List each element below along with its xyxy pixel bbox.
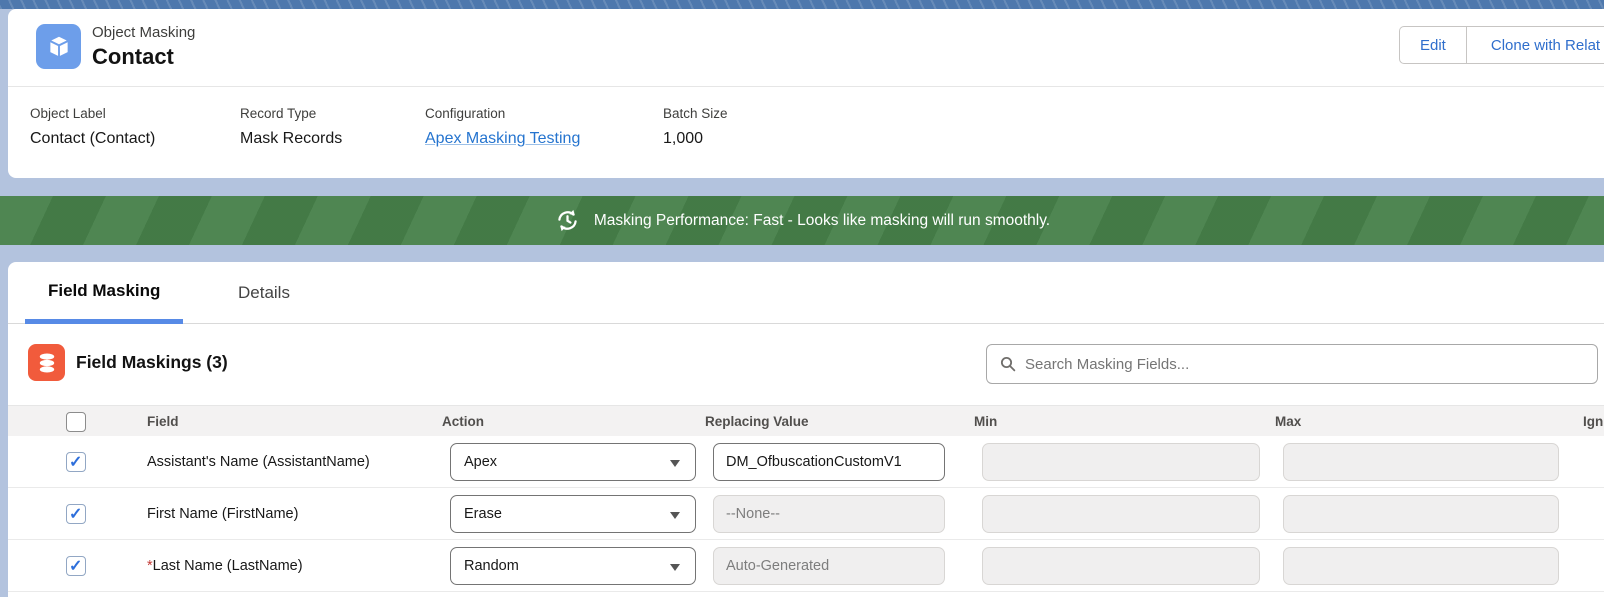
table-row: *Last Name (LastName) Random (8, 540, 1604, 592)
action-select[interactable]: Apex (450, 443, 696, 481)
masking-performance-banner: Masking Performance: Fast - Looks like m… (0, 196, 1604, 245)
detail-value: Mask Records (240, 130, 343, 147)
search-input[interactable] (1025, 345, 1597, 383)
cube-icon (49, 36, 68, 56)
select-all-checkbox[interactable] (66, 411, 86, 432)
entity-type-label: Object Masking (92, 24, 196, 41)
detail-label: Record Type (240, 106, 317, 121)
detail-label: Object Label (30, 106, 106, 121)
detail-batch-size: Batch Size 1,000 (663, 105, 728, 151)
action-select[interactable]: Erase (450, 495, 696, 533)
configuration-link[interactable]: Apex Masking Testing (425, 130, 581, 147)
sync-clock-icon (558, 209, 577, 232)
search-masking-fields-box (986, 344, 1598, 384)
record-header-card: Object Masking Contact Edit Clone with R… (8, 9, 1604, 178)
header-divider (8, 86, 1604, 87)
detail-label: Batch Size (663, 106, 728, 121)
chevron-down-icon (670, 460, 680, 467)
detail-value: Contact (Contact) (30, 130, 156, 147)
col-max: Max (1275, 414, 1302, 429)
row-checkbox[interactable] (66, 451, 86, 472)
tab-details[interactable]: Details (238, 283, 290, 302)
tab-bar: Field Masking Details (8, 262, 1604, 324)
page-title-block: Object Masking Contact (92, 23, 195, 71)
replacing-value-input (713, 495, 945, 533)
action-select-value: Apex (464, 454, 498, 470)
table-row: Assistant's Name (AssistantName) Apex (8, 436, 1604, 488)
min-input (982, 495, 1260, 533)
max-input (1283, 495, 1559, 533)
edit-button[interactable]: Edit (1399, 26, 1466, 64)
database-icon (39, 353, 54, 372)
detail-record-type: Record Type Mask Records (240, 105, 342, 151)
required-marker: * (147, 557, 153, 574)
app-chrome-strip (0, 0, 1604, 9)
col-action: Action (442, 414, 484, 429)
object-masking-cube-icon (36, 24, 81, 69)
detail-value: 1,000 (663, 130, 704, 147)
field-name-label: *Last Name (LastName) (147, 557, 303, 574)
banner-message: Masking Performance: Fast - Looks like m… (593, 211, 1051, 229)
col-min: Min (974, 414, 998, 429)
detail-configuration: Configuration Apex Masking Testing (425, 105, 580, 151)
detail-label: Configuration (425, 106, 506, 121)
page-title: Contact (92, 44, 174, 69)
col-field: Field (147, 414, 179, 429)
max-input (1283, 443, 1559, 481)
field-masking-card: Field Masking Details Field Maskings (3) (8, 262, 1604, 597)
action-select[interactable]: Random (450, 547, 696, 585)
chevron-down-icon (670, 512, 680, 519)
max-input (1283, 547, 1559, 585)
section-title: Field Maskings (3) (76, 352, 228, 372)
row-checkbox[interactable] (66, 503, 86, 524)
field-maskings-database-icon (28, 344, 65, 381)
action-select-value: Erase (464, 506, 502, 522)
action-select-value: Random (464, 558, 519, 574)
table-row: First Name (FirstName) Erase (8, 488, 1604, 540)
record-action-buttons: Edit Clone with Relat (1399, 26, 1604, 64)
col-ignore: Ign (1583, 414, 1604, 429)
search-icon (1000, 356, 1016, 372)
min-input (982, 547, 1260, 585)
chevron-down-icon (670, 564, 680, 571)
replacing-value-input (713, 547, 945, 585)
clone-with-related-button[interactable]: Clone with Relat (1465, 26, 1604, 64)
field-name-label: First Name (FirstName) (147, 505, 299, 522)
detail-object-label: Object Label Contact (Contact) (30, 105, 155, 151)
row-checkbox[interactable] (66, 555, 86, 576)
field-name-label: Assistant's Name (AssistantName) (147, 453, 370, 470)
replacing-value-input[interactable] (713, 443, 945, 481)
min-input (982, 443, 1260, 481)
tab-field-masking[interactable]: Field Masking (25, 262, 184, 324)
col-replacing-value: Replacing Value (705, 414, 809, 429)
table-header: Field Action Replacing Value Min Max Ign (8, 405, 1604, 436)
